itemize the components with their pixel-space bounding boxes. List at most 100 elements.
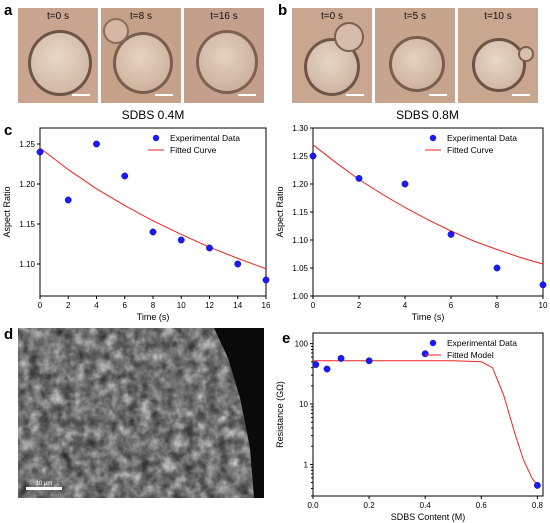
data-point (323, 365, 331, 373)
x-axis-label: Time (s) (412, 312, 445, 322)
micrograph-a-0: t=0 s (18, 8, 98, 103)
sem-micrograph: 10 μm (18, 328, 264, 498)
sem-scale-label: 10 μm (36, 481, 53, 487)
y-tick-label: 1.10 (19, 260, 35, 269)
panel-letter-e: e (282, 330, 291, 347)
time-label: t=8 s (130, 11, 152, 22)
y-tick-label: 1.00 (292, 292, 308, 301)
x-tick-label: 8 (151, 301, 156, 310)
x-axis-label: SDBS Content (M) (391, 512, 466, 522)
x-tick-label: 12 (205, 301, 214, 310)
droplet (113, 32, 173, 94)
data-point (309, 152, 317, 160)
x-tick-label: 10 (539, 301, 548, 310)
data-point (93, 140, 100, 148)
panel-letter-c: c (4, 122, 13, 139)
y-tick-label: 1.15 (292, 208, 308, 217)
plot-frame (312, 332, 544, 497)
fitted-curve (312, 144, 544, 265)
y-axis-label: Aspect Ratio (2, 186, 12, 237)
data-point (421, 350, 429, 358)
chart-title-left: SDBS 0.4M (121, 108, 185, 122)
x-tick-label: 16 (262, 301, 271, 310)
droplet (518, 46, 534, 62)
x-tick-label: 2 (66, 301, 71, 310)
data-point (355, 175, 363, 182)
legend-label: Experimental Data (170, 133, 240, 143)
scale-bar (346, 94, 364, 96)
chart-title-right: SDBS 0.8M (396, 108, 459, 122)
micrograph-b-1: t=5 s (375, 8, 455, 103)
data-point (539, 281, 547, 289)
x-tick-label: 4 (403, 301, 408, 310)
y-tick-label: 1.15 (19, 220, 35, 229)
data-point (206, 244, 213, 252)
data-point (365, 357, 373, 365)
scale-bar (512, 94, 530, 96)
data-point (262, 276, 270, 284)
panel-letter-b: b (278, 2, 288, 19)
x-tick-label: 6 (123, 301, 128, 310)
panel-letter-d: d (4, 326, 14, 343)
y-tick-label: 1.20 (292, 180, 308, 189)
droplet (196, 30, 258, 94)
y-tick-label: 1.30 (292, 124, 308, 133)
droplet (472, 38, 526, 92)
micrograph-a-1: t=8 s (101, 8, 181, 103)
y-tick-label: 1.25 (292, 152, 308, 161)
droplet (28, 30, 92, 96)
y-tick-label: 1.05 (292, 264, 308, 273)
micrograph-b-0: t=0 s (292, 8, 372, 103)
x-tick-label: 0 (38, 301, 43, 310)
fitted-curve (39, 147, 267, 270)
scale-bar (238, 94, 256, 96)
time-label: t=0 s (47, 11, 69, 22)
x-tick-label: 0 (311, 301, 316, 310)
data-point (337, 354, 345, 362)
sem-texture: 10 μm (18, 328, 264, 498)
data-point (121, 172, 129, 180)
x-tick-label: 14 (233, 301, 242, 310)
y-tick-label: 1.20 (19, 180, 35, 189)
legend-marker (429, 134, 437, 142)
y-tick-label: 10 (299, 400, 308, 409)
legend-label: Fitted Model (447, 350, 494, 360)
x-tick-label: 8 (495, 301, 500, 310)
plot-frame (312, 127, 544, 297)
y-tick-label: 1.10 (292, 236, 308, 245)
data-point (149, 228, 157, 236)
micrograph-b-2: t=10 s (458, 8, 538, 103)
legend-marker (152, 134, 160, 142)
y-axis-label: Resistance (GΩ) (275, 381, 285, 448)
time-label: t=5 s (404, 11, 426, 22)
droplet (389, 36, 445, 92)
x-axis-label: Time (s) (137, 312, 170, 322)
x-tick-label: 2 (357, 301, 362, 310)
micrograph-a-2: t=16 s (184, 8, 264, 103)
x-tick-label: 0.8 (532, 501, 544, 510)
data-point (533, 481, 541, 489)
data-point (447, 231, 455, 238)
data-point (177, 236, 185, 244)
fitted-curve (313, 360, 538, 486)
x-tick-label: 10 (177, 301, 186, 310)
time-label: t=0 s (321, 11, 343, 22)
data-point (234, 260, 242, 268)
data-point (401, 180, 409, 188)
resistance-chart: 0.0 0.2 0.4 0.6 0.8 1 10 100 SDBS Content (M) Res… (275, 332, 544, 522)
droplet (103, 18, 129, 44)
panel-letter-a: a (4, 2, 13, 19)
x-tick-label: 0.4 (420, 501, 432, 510)
y-axis-label: Aspect Ratio (275, 186, 285, 237)
aspect-ratio-chart-0-8m: 0 2 4 6 8 10 1.00 1.05 1.10 1.15 1.20 1.25 1.30 Time … (275, 124, 548, 322)
y-tick-label: 1 (304, 460, 309, 469)
data-point (312, 361, 320, 368)
legend-marker (429, 339, 437, 347)
data-point (64, 196, 72, 204)
x-tick-label: 0.2 (364, 501, 376, 510)
y-tick-label: 100 (295, 340, 309, 349)
legend-label: Experimental Data (447, 338, 517, 348)
scale-bar (429, 94, 447, 96)
scale-bar (155, 94, 173, 96)
droplet (334, 22, 364, 52)
